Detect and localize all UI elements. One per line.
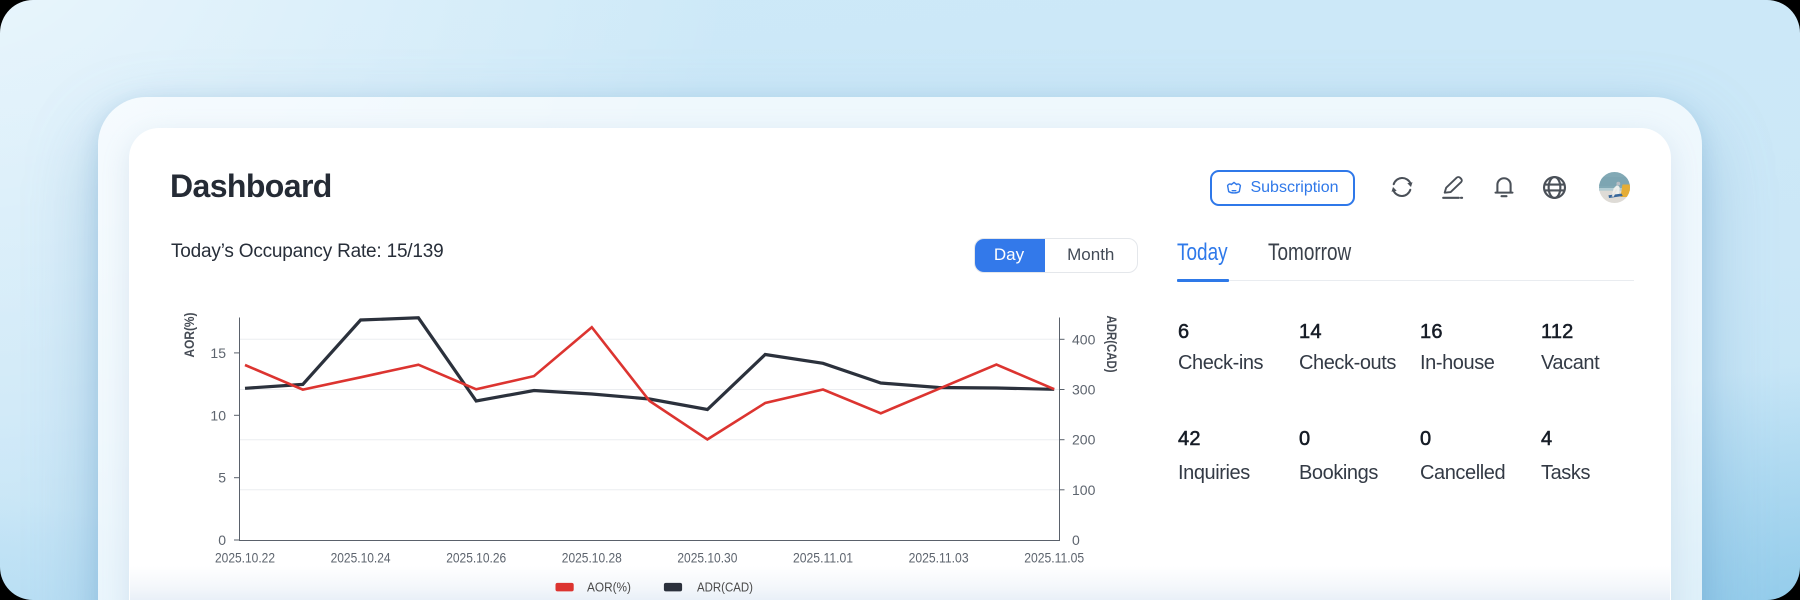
svg-text:300: 300 xyxy=(1072,382,1096,398)
svg-text:2025.10.28: 2025.10.28 xyxy=(562,550,622,566)
svg-text:AOR(%): AOR(%) xyxy=(587,580,631,595)
svg-text:2025.11.01: 2025.11.01 xyxy=(793,550,853,566)
svg-text:2025.10.22: 2025.10.22 xyxy=(215,550,275,566)
svg-text:15: 15 xyxy=(210,345,226,361)
svg-text:ADR(CAD): ADR(CAD) xyxy=(697,580,753,595)
svg-text:200: 200 xyxy=(1072,432,1096,448)
svg-text:10: 10 xyxy=(210,407,226,423)
svg-text:0: 0 xyxy=(218,532,226,548)
svg-text:2025.10.24: 2025.10.24 xyxy=(331,550,391,566)
svg-text:400: 400 xyxy=(1072,331,1096,347)
svg-text:5: 5 xyxy=(218,470,226,486)
svg-text:2025.11.03: 2025.11.03 xyxy=(909,550,969,566)
svg-text:2025.10.26: 2025.10.26 xyxy=(446,550,506,566)
svg-text:0: 0 xyxy=(1072,532,1080,548)
svg-text:2025.10.30: 2025.10.30 xyxy=(677,550,737,566)
svg-text:2025.11.05: 2025.11.05 xyxy=(1024,550,1084,566)
svg-text:ADR(CAD): ADR(CAD) xyxy=(1104,316,1120,373)
svg-text:100: 100 xyxy=(1072,482,1096,498)
svg-text:AOR(%): AOR(%) xyxy=(181,313,197,358)
